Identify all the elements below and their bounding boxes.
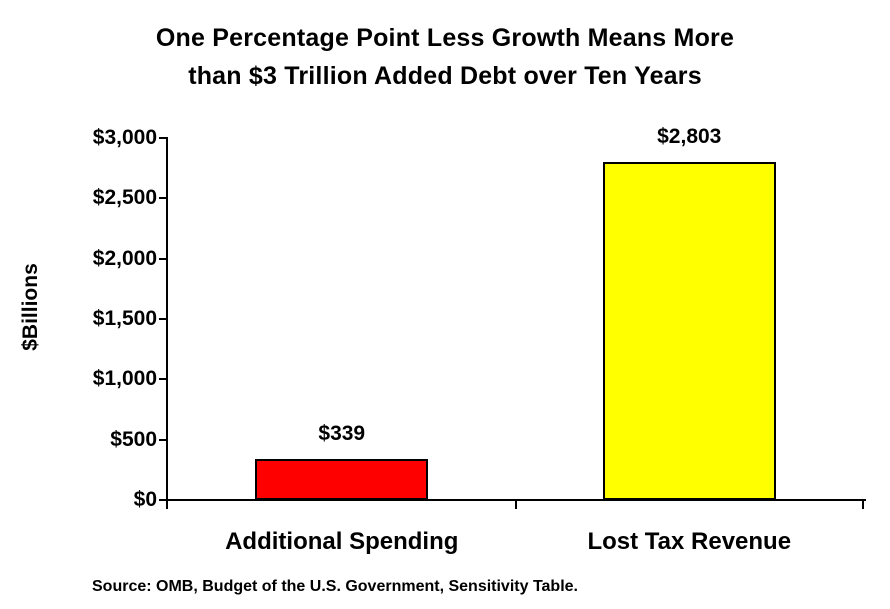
- y-tick-label: $500: [110, 427, 157, 451]
- y-tick-mark: [159, 257, 168, 260]
- y-tick-mark: [159, 137, 168, 139]
- y-axis-title: $Billions: [19, 263, 42, 351]
- y-tick-label: $0: [133, 488, 157, 511]
- source-note: Source: OMB, Budget of the U.S. Governme…: [92, 578, 578, 595]
- category-label-additional-spending: Additional Spending: [225, 528, 459, 555]
- y-tick-mark: [159, 197, 168, 200]
- chart-title-line-2: than $3 Trillion Added Debt over Ten Yea…: [188, 62, 702, 90]
- y-tick-label: $1,000: [92, 367, 157, 391]
- y-tick-mark: [159, 318, 168, 320]
- y-tick-mark: [159, 499, 168, 501]
- y-tick-label: $1,500: [92, 307, 157, 330]
- y-tick-mark: [159, 438, 168, 441]
- x-tick-mark: [862, 500, 864, 509]
- value-label-lost-tax-revenue: $2,803: [657, 125, 722, 148]
- bar-lost-tax-revenue: [602, 162, 776, 500]
- value-label-additional-spending: $339: [318, 422, 366, 445]
- category-label-lost-tax-revenue: Lost Tax Revenue: [587, 528, 792, 555]
- bar-additional-spending: [255, 459, 429, 500]
- y-axis-line: [166, 138, 168, 509]
- y-tick-label: $3,000: [92, 126, 157, 149]
- x-tick-mark: [514, 500, 517, 509]
- x-axis-line: [159, 499, 866, 501]
- y-tick-mark: [159, 378, 168, 381]
- chart-title: One Percentage Point Less Growth Means M…: [0, 19, 890, 95]
- y-tick-label: $2,000: [92, 246, 157, 270]
- y-tick-label: $2,500: [92, 186, 157, 210]
- chart-title-line-1: One Percentage Point Less Growth Means M…: [155, 24, 735, 52]
